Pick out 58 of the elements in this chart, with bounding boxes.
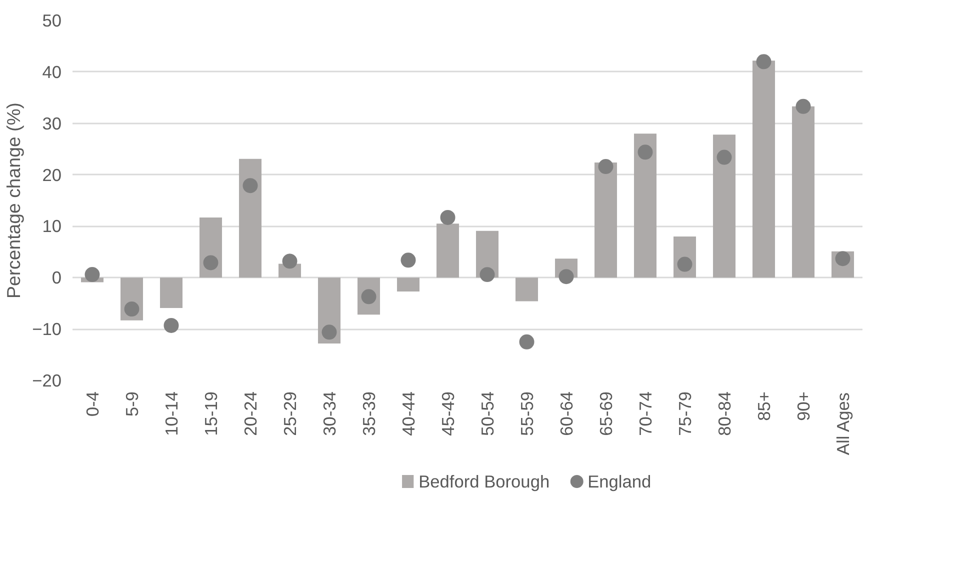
point xyxy=(519,334,534,350)
x-tick-label: 55-59 xyxy=(516,391,537,436)
y-tick-label: 40 xyxy=(42,62,62,82)
point xyxy=(322,324,337,340)
point xyxy=(716,150,732,165)
bar xyxy=(712,134,736,278)
x-tick-label: 15-19 xyxy=(200,391,221,436)
x-tick-label: 60-64 xyxy=(556,391,576,436)
bar xyxy=(752,60,776,278)
bar xyxy=(634,134,657,278)
x-tick-label: 25-29 xyxy=(280,391,300,436)
bar xyxy=(396,278,420,292)
bar xyxy=(594,162,618,278)
point xyxy=(124,302,140,316)
y-tick-label: −10 xyxy=(32,319,62,340)
y-tick-label: 50 xyxy=(42,10,62,30)
y-tick-label: 30 xyxy=(42,113,62,134)
x-tick-label: 65-69 xyxy=(596,391,616,436)
bar xyxy=(160,278,183,308)
bar xyxy=(792,106,815,278)
x-tick-label: 50-54 xyxy=(477,391,498,436)
y-tick-label: 0 xyxy=(52,268,62,288)
x-tick-label: 85+ xyxy=(754,391,774,421)
point xyxy=(756,54,772,70)
point xyxy=(638,144,653,160)
x-tick-label: All Ages xyxy=(832,392,853,456)
x-tick-label: 10-14 xyxy=(161,391,182,436)
legend-label: England xyxy=(588,472,652,492)
x-tick-label: 30-34 xyxy=(319,391,340,436)
x-tick-label: 35-39 xyxy=(358,391,379,436)
point xyxy=(400,252,416,268)
point xyxy=(84,267,100,282)
x-tick-label: 20-24 xyxy=(240,391,260,436)
point xyxy=(796,98,811,114)
x-tick-label: 40-44 xyxy=(398,391,418,436)
x-tick-label: 80-84 xyxy=(714,391,734,436)
y-axis-title: Percentage change (%) xyxy=(3,102,24,299)
point xyxy=(480,267,495,282)
x-tick-label: 90+ xyxy=(793,391,814,421)
y-tick-label: −20 xyxy=(32,370,62,390)
x-tick-label: 0-4 xyxy=(82,391,102,417)
point xyxy=(558,269,574,284)
legend-label: Bedford Borough xyxy=(418,472,550,492)
y-tick-label: 20 xyxy=(42,164,62,185)
bar xyxy=(238,158,262,278)
x-tick-label: 45-49 xyxy=(438,391,458,436)
x-tick-label: 75-79 xyxy=(674,391,695,436)
point xyxy=(164,318,179,333)
x-tick-label: 70-74 xyxy=(635,391,656,436)
bar xyxy=(515,278,538,302)
point xyxy=(242,178,258,194)
point xyxy=(203,255,218,270)
point xyxy=(598,159,614,174)
bar xyxy=(436,224,460,278)
point xyxy=(282,254,298,269)
point xyxy=(440,210,456,225)
x-tick-label: 5-9 xyxy=(122,392,142,417)
y-tick-label: 10 xyxy=(42,216,62,236)
